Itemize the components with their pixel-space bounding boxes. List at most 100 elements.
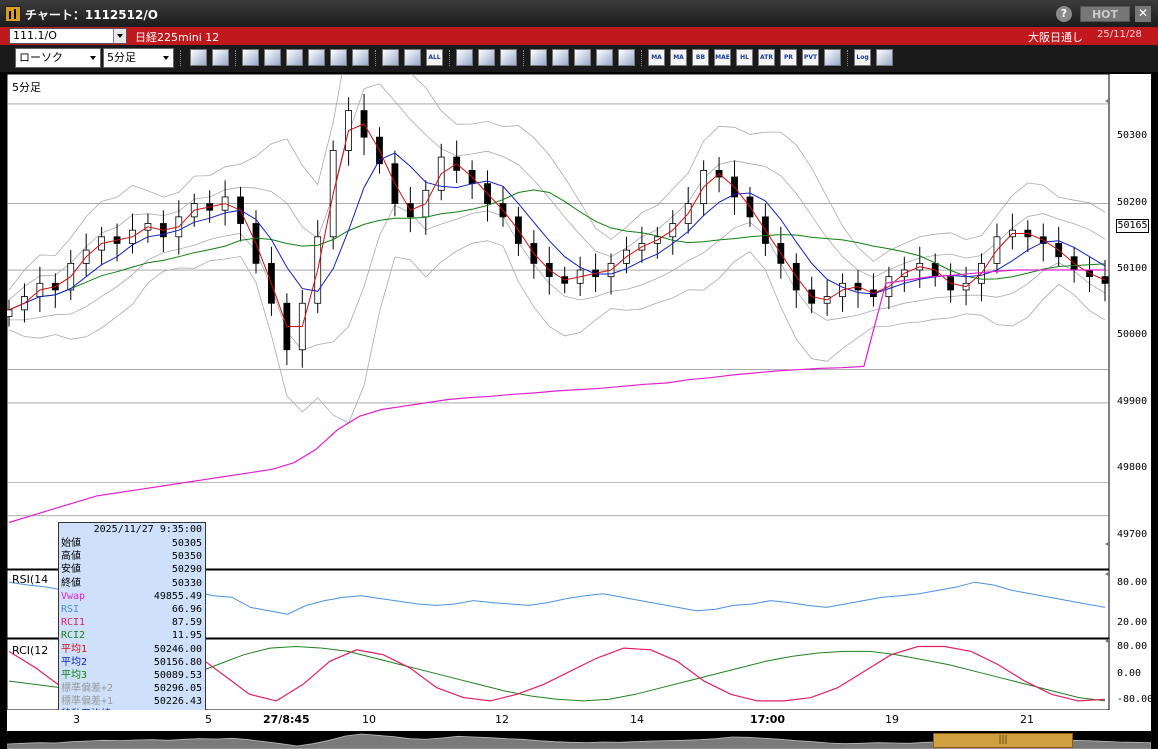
info-row: 標準偏差+2 50296.05 (59, 682, 205, 695)
info-row: 安値 50290 (59, 563, 205, 576)
price-axis-label: 49900 (1117, 395, 1148, 407)
date-label: 25/11/28 (1097, 29, 1142, 40)
search-icon[interactable] (552, 49, 569, 66)
tool-hl-button[interactable]: HL (736, 49, 753, 66)
info-key: 安値 (61, 564, 81, 576)
info-row: 標準偏差+1 50226.43 (59, 695, 205, 708)
undo-icon[interactable] (308, 49, 325, 66)
info-value: 50156.80 (153, 656, 202, 668)
time-axis-label: 10 (362, 713, 376, 726)
rci-panel-label: RCI(12 (12, 644, 49, 657)
scroll-marker-icon (1105, 571, 1110, 577)
price-axis-label: 50000 (1117, 329, 1148, 341)
info-value: 50089.53 (153, 669, 202, 681)
time-axis-label: 19 (885, 713, 899, 726)
cursor-icon[interactable] (286, 49, 303, 66)
scroll-marker-icon (1105, 541, 1110, 547)
info-value: 50226.43 (153, 696, 202, 708)
main-panel (7, 74, 1110, 570)
chart-area[interactable]: 5分足 RSI(14 RCI(12 50300 50200 50100 50000 49… (7, 74, 1154, 749)
symbol-bar: 111.1/O 日経225mini 12 大阪日通し 25/11/28 (0, 27, 1158, 45)
info-value: 50296.05 (153, 683, 202, 695)
close-button[interactable]: ✕ (1135, 6, 1151, 22)
bar-wide-icon[interactable] (404, 49, 421, 66)
info-row: 平均2 50156.80 (59, 656, 205, 669)
shape-icon[interactable] (264, 49, 281, 66)
rci-axis-label: 80.00 (1117, 641, 1148, 653)
time-axis-label: 21 (1020, 713, 1034, 726)
time-axis-label: 12 (495, 713, 509, 726)
info-row: RCI2 11.95 (59, 629, 205, 642)
hot-button[interactable]: HOT (1080, 6, 1130, 22)
toolbar-separator (523, 50, 525, 66)
time-axis-label: 14 (630, 713, 644, 726)
tool-pr-button[interactable]: PR (780, 49, 797, 66)
chevron-down-icon[interactable] (87, 49, 100, 67)
price-axis-label: 50300 (1117, 130, 1148, 142)
chevron-down-icon[interactable] (160, 49, 173, 67)
rsi-axis-label: 80.00 (1117, 576, 1148, 588)
trendline-icon[interactable] (242, 49, 259, 66)
tool-pvt-button[interactable]: PVT (802, 49, 819, 66)
info-row: Vwap 49855.49 (59, 590, 205, 603)
candle-body (7, 309, 13, 317)
info-row: RCI1 87.59 (59, 616, 205, 629)
moving-average-2 (8, 152, 1106, 311)
bollinger-lower-1 (9, 204, 1106, 351)
tool-ma-button[interactable]: MA (648, 49, 665, 66)
time-axis-label: 3 (73, 713, 80, 726)
symbol-select[interactable]: 111.1/O (9, 28, 127, 44)
zoom-icon[interactable] (190, 49, 207, 66)
bar-narrow-icon[interactable] (382, 49, 399, 66)
info-key: 平均2 (61, 656, 88, 668)
toolbar-separator (641, 50, 643, 66)
info-key: Vwap (61, 590, 86, 602)
scrollbar-thumb[interactable]: ||| (933, 733, 1073, 748)
export-icon[interactable] (876, 49, 893, 66)
last-price-badge: 50165 (1116, 219, 1149, 233)
tool-all-button[interactable]: ALL (426, 49, 443, 66)
blank-icon[interactable] (618, 49, 635, 66)
download-icon[interactable] (530, 49, 547, 66)
compare-icon[interactable] (574, 49, 591, 66)
tool-ma-button[interactable]: MA (670, 49, 687, 66)
palette-icon[interactable] (500, 49, 517, 66)
chart-app-icon (5, 6, 21, 22)
info-key: 平均3 (61, 669, 88, 681)
info-row: 高値 50350 (59, 550, 205, 563)
crosshair-icon[interactable] (212, 49, 229, 66)
settings-icon[interactable] (456, 49, 473, 66)
price-axis-label: 50200 (1117, 196, 1148, 208)
chevron-down-icon[interactable] (113, 29, 126, 43)
price-axis-label: 49700 (1117, 528, 1148, 540)
main-panel-label: 5分足 (12, 81, 41, 94)
info-key: 平均1 (61, 643, 88, 655)
tool-mae-button[interactable]: MAE (714, 49, 731, 66)
info-timestamp: 2025/11/27 9:35:00 (93, 524, 202, 535)
tool-log-button[interactable]: Log (854, 49, 871, 66)
tool-bb-button[interactable]: BB (692, 49, 709, 66)
info-value: 87.59 (171, 617, 202, 629)
note-icon[interactable] (330, 49, 347, 66)
bollinger-lower-2 (8, 240, 1106, 424)
signal-icon[interactable] (596, 49, 613, 66)
time-axis-label: 17:00 (750, 713, 786, 726)
title-bar: チャート：1112512/O ? HOT ✕ (0, 0, 1158, 27)
info-key: 高値 (61, 551, 81, 563)
chart-type-value: ローソク (19, 51, 63, 64)
toolbar-separator (847, 50, 849, 66)
interval-select[interactable]: 5分足 (103, 48, 174, 68)
time-axis-label: 27/8:45 (263, 713, 310, 726)
info-value: 50305 (171, 538, 202, 549)
info-key: RSI (61, 603, 80, 615)
time-scrollbar[interactable]: ||| (7, 731, 1151, 749)
trash-icon[interactable] (352, 49, 369, 66)
window-icon[interactable] (824, 49, 841, 66)
info-value: 50330 (171, 577, 202, 589)
tool-atr-button[interactable]: ATR (758, 49, 775, 66)
chart-type-select[interactable]: ローソク (15, 48, 101, 68)
rci-axis-label: -80.00 (1117, 693, 1154, 705)
draw-icon[interactable] (478, 49, 495, 66)
help-button[interactable]: ? (1056, 6, 1072, 22)
instrument-name: 日経225mini 12 (135, 31, 220, 44)
